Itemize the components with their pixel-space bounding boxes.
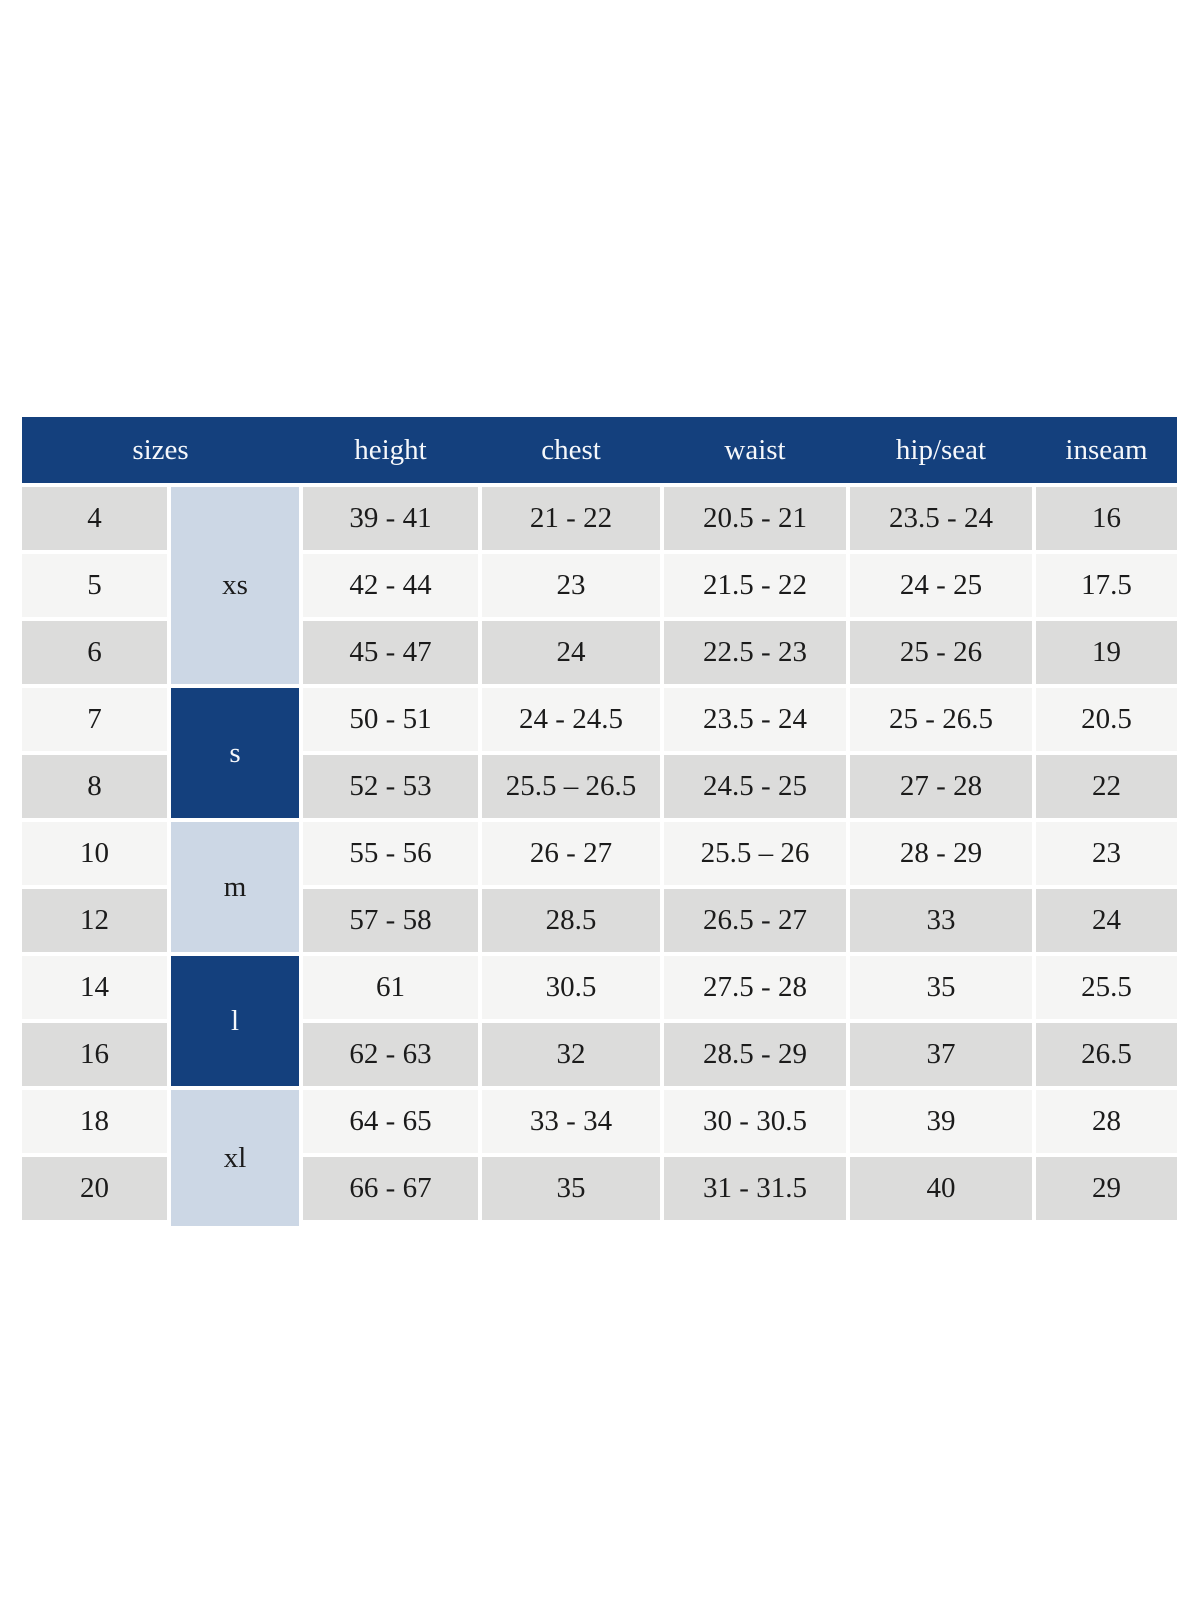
cell-waist: 31 - 31.5 <box>664 1157 846 1220</box>
cell-height: 61 <box>303 956 478 1019</box>
cell-size: 8 <box>22 755 167 818</box>
cell-chest: 33 - 34 <box>482 1090 660 1153</box>
header-cell-hip-seat: hip/seat <box>895 434 987 466</box>
cell-chest: 26 - 27 <box>482 822 660 885</box>
cell-waist: 23.5 - 24 <box>664 688 846 751</box>
cell-waist: 30 - 30.5 <box>664 1090 846 1153</box>
cell-chest: 28.5 <box>482 889 660 952</box>
cell-chest: 35 <box>482 1157 660 1220</box>
cell-chest: 25.5 – 26.5 <box>482 755 660 818</box>
cell-size: 20 <box>22 1157 167 1220</box>
cell-inseam: 20.5 <box>1036 688 1177 751</box>
cell-height: 64 - 65 <box>303 1090 478 1153</box>
cell-inseam: 25.5 <box>1036 956 1177 1019</box>
cell-inseam: 17.5 <box>1036 554 1177 617</box>
cell-size: 12 <box>22 889 167 952</box>
cell-size: 16 <box>22 1023 167 1086</box>
cell-hip-seat: 33 <box>850 889 1032 952</box>
cell-inseam: 16 <box>1036 487 1177 550</box>
cell-waist: 20.5 - 21 <box>664 487 846 550</box>
header-cell-waist: waist <box>724 434 786 466</box>
cell-chest: 30.5 <box>482 956 660 1019</box>
cell-height: 66 - 67 <box>303 1157 478 1220</box>
cell-waist: 24.5 - 25 <box>664 755 846 818</box>
cell-hip-seat: 35 <box>850 956 1032 1019</box>
cell-hip-seat: 27 - 28 <box>850 755 1032 818</box>
cell-height: 50 - 51 <box>303 688 478 751</box>
cell-chest: 32 <box>482 1023 660 1086</box>
size-group-cell-l: l <box>171 956 299 1086</box>
cell-hip-seat: 37 <box>850 1023 1032 1086</box>
cell-chest: 24 - 24.5 <box>482 688 660 751</box>
cell-inseam: 28 <box>1036 1090 1177 1153</box>
cell-hip-seat: 40 <box>850 1157 1032 1220</box>
size-group-cell-xs: xs <box>171 487 299 684</box>
cell-hip-seat: 25 - 26.5 <box>850 688 1032 751</box>
cell-height: 52 - 53 <box>303 755 478 818</box>
cell-hip-seat: 24 - 25 <box>850 554 1032 617</box>
cell-size: 4 <box>22 487 167 550</box>
cell-size: 14 <box>22 956 167 1019</box>
cell-inseam: 22 <box>1036 755 1177 818</box>
cell-hip-seat: 25 - 26 <box>850 621 1032 684</box>
cell-height: 42 - 44 <box>303 554 478 617</box>
cell-inseam: 26.5 <box>1036 1023 1177 1086</box>
cell-height: 55 - 56 <box>303 822 478 885</box>
cell-hip-seat: 23.5 - 24 <box>850 487 1032 550</box>
cell-inseam: 24 <box>1036 889 1177 952</box>
cell-height: 62 - 63 <box>303 1023 478 1086</box>
cell-inseam: 23 <box>1036 822 1177 885</box>
size-chart-table: sizes height chest waist hip/seat inseam… <box>22 417 1177 1226</box>
header-cell-sizes: sizes <box>132 434 189 466</box>
header-cell-inseam: inseam <box>1065 434 1148 466</box>
cell-hip-seat: 28 - 29 <box>850 822 1032 885</box>
cell-inseam: 29 <box>1036 1157 1177 1220</box>
cell-waist: 22.5 - 23 <box>664 621 846 684</box>
cell-size: 6 <box>22 621 167 684</box>
cell-waist: 25.5 – 26 <box>664 822 846 885</box>
cell-chest: 23 <box>482 554 660 617</box>
cell-waist: 26.5 - 27 <box>664 889 846 952</box>
cell-height: 45 - 47 <box>303 621 478 684</box>
cell-size: 5 <box>22 554 167 617</box>
cell-height: 39 - 41 <box>303 487 478 550</box>
cell-waist: 21.5 - 22 <box>664 554 846 617</box>
table-body: xs s m l xl 4 39 - 41 21 - 22 20.5 - 21 … <box>22 487 1177 1226</box>
table-header-row: sizes height chest waist hip/seat inseam <box>22 417 1177 483</box>
size-group-cell-s: s <box>171 688 299 818</box>
header-cell-height: height <box>354 434 427 466</box>
size-group-cell-xl: xl <box>171 1090 299 1226</box>
cell-height: 57 - 58 <box>303 889 478 952</box>
cell-inseam: 19 <box>1036 621 1177 684</box>
cell-hip-seat: 39 <box>850 1090 1032 1153</box>
cell-size: 10 <box>22 822 167 885</box>
header-cell-chest: chest <box>541 434 601 466</box>
cell-chest: 21 - 22 <box>482 487 660 550</box>
cell-size: 18 <box>22 1090 167 1153</box>
cell-waist: 27.5 - 28 <box>664 956 846 1019</box>
cell-chest: 24 <box>482 621 660 684</box>
cell-size: 7 <box>22 688 167 751</box>
size-group-cell-m: m <box>171 822 299 952</box>
cell-waist: 28.5 - 29 <box>664 1023 846 1086</box>
